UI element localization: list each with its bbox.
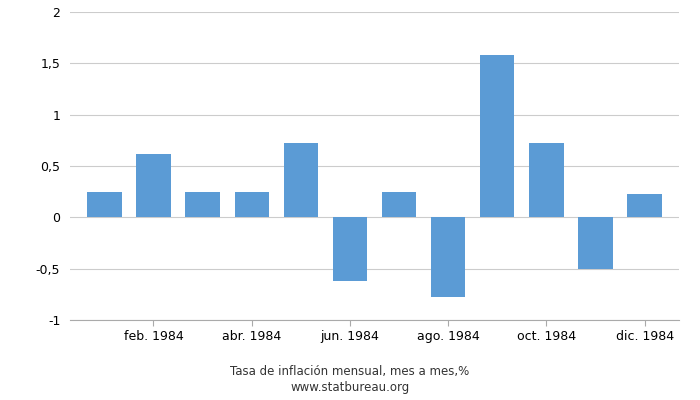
Bar — [529, 144, 564, 217]
Bar — [88, 192, 122, 217]
Bar — [284, 144, 318, 217]
Bar — [382, 192, 416, 217]
Bar — [234, 192, 269, 217]
Bar — [136, 154, 171, 217]
Bar — [627, 194, 662, 217]
Text: www.statbureau.org: www.statbureau.org — [290, 381, 410, 394]
Bar — [332, 217, 367, 281]
Bar — [186, 192, 220, 217]
Bar — [431, 217, 466, 298]
Bar — [578, 217, 612, 269]
Text: Tasa de inflación mensual, mes a mes,%: Tasa de inflación mensual, mes a mes,% — [230, 365, 470, 378]
Bar — [480, 55, 514, 217]
